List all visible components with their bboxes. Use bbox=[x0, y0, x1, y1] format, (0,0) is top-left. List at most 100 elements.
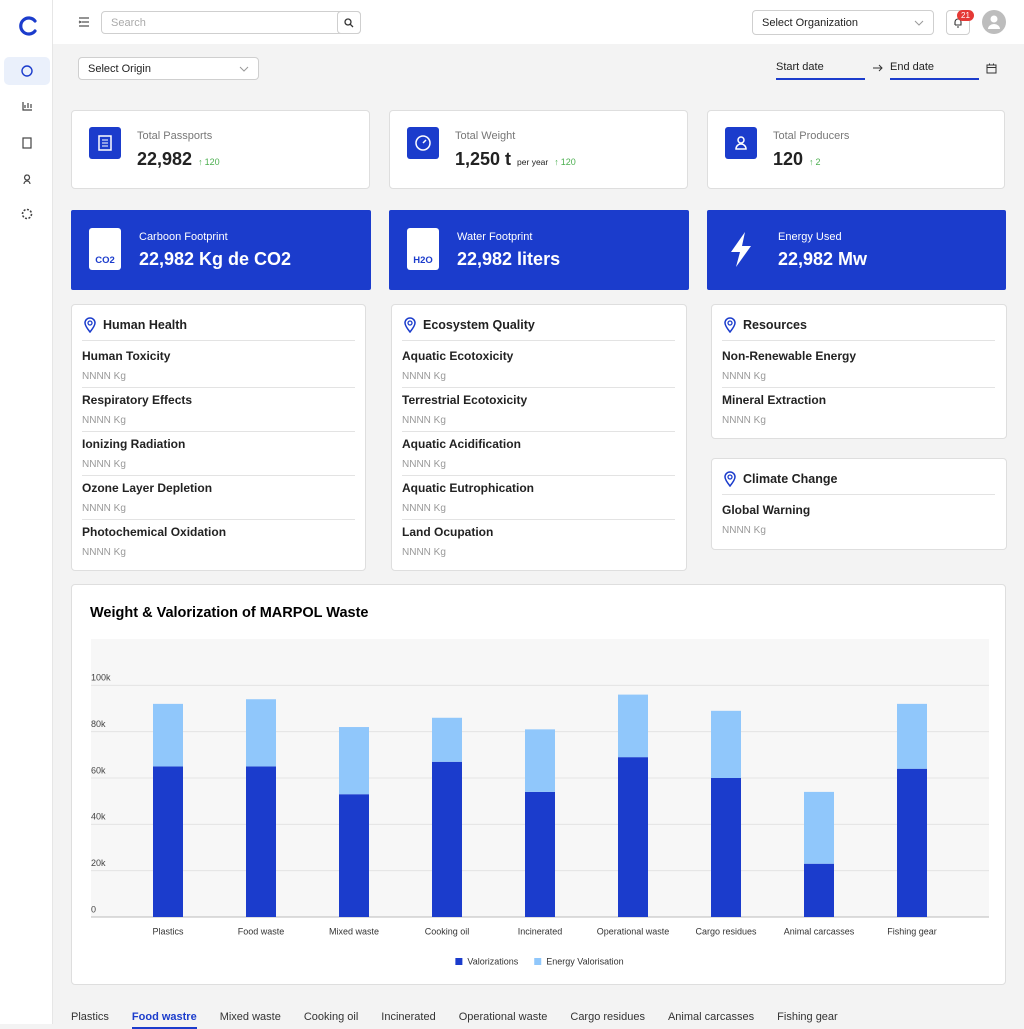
category-tab[interactable]: Cargo residues bbox=[570, 1011, 645, 1023]
footprint-value: 22,982 Mw bbox=[778, 249, 868, 269]
category-tabs: Plastics Food wastre Mixed waste Cooking oi… bbox=[71, 1011, 838, 1029]
impact-value: NNNN Kg bbox=[402, 459, 446, 470]
footprint-value: 22,982 Kg de CO2 bbox=[139, 249, 292, 269]
sidebar bbox=[0, 0, 53, 1024]
calendar-icon[interactable] bbox=[986, 63, 997, 74]
impact-value: NNNN Kg bbox=[82, 459, 126, 470]
panel-title: Climate Change bbox=[743, 472, 838, 486]
legend-swatch bbox=[534, 958, 542, 965]
y-tick-label: 20k bbox=[91, 858, 106, 868]
footprint-label: Carboon Footprint bbox=[139, 231, 228, 243]
impact-value: NNNN Kg bbox=[402, 415, 446, 426]
footprint-label: Energy Used bbox=[778, 231, 842, 243]
impact-panel: Resources Non-Renewable Energy NNNN Kg Mine… bbox=[711, 304, 1007, 439]
stat-change: 120 bbox=[560, 157, 576, 167]
impact-value: NNNN Kg bbox=[722, 371, 766, 382]
nav-reports[interactable] bbox=[22, 102, 32, 111]
end-date[interactable]: End date bbox=[890, 61, 979, 80]
footprint-badge: H2O bbox=[413, 255, 433, 266]
stat-change: 120 bbox=[204, 157, 220, 167]
footprint-card: CO2 Carboon Footprint 22,982 Kg de CO2 bbox=[71, 210, 371, 290]
menu-icon[interactable] bbox=[78, 16, 90, 28]
bar-segment bbox=[711, 778, 741, 917]
pin-icon bbox=[723, 317, 737, 338]
impact-name: Aquatic Acidification bbox=[402, 437, 521, 451]
bar-segment bbox=[153, 703, 183, 767]
footprint-value: 22,982 liters bbox=[457, 249, 561, 269]
x-tick-label: Plastics bbox=[152, 926, 184, 936]
impact-name: Non-Renewable Energy bbox=[722, 349, 857, 363]
bar-segment bbox=[804, 863, 834, 917]
bar-segment bbox=[339, 794, 369, 917]
panel-title: Ecosystem Quality bbox=[423, 318, 535, 332]
stat-value: 1,250 t bbox=[455, 149, 512, 169]
x-tick-label: Food waste bbox=[238, 926, 285, 936]
category-tab[interactable]: Cooking oil bbox=[303, 1011, 359, 1023]
nav-passports[interactable] bbox=[22, 137, 32, 149]
bar-segment bbox=[432, 761, 462, 917]
chart-card: Weight & Valorization of MARPOL Waste 0 2… bbox=[71, 584, 1006, 985]
nav-users[interactable] bbox=[23, 174, 31, 185]
stat-icon bbox=[89, 127, 121, 159]
origin-label: Select Origin bbox=[88, 62, 151, 75]
impact-name: Respiratory Effects bbox=[82, 393, 193, 407]
nav-dashboard-bg[interactable] bbox=[4, 57, 50, 85]
legend: Valorizations Energy Valorisation bbox=[455, 956, 624, 966]
category-tab[interactable]: Animal carcasses bbox=[667, 1011, 755, 1023]
item-divider bbox=[82, 475, 355, 476]
bar-segment bbox=[618, 757, 648, 917]
impact-panel: Climate Change Global Warning NNNN Kg bbox=[711, 458, 1007, 550]
x-tick-label: Incinerated bbox=[518, 926, 563, 936]
stat-row: 22,982 ↑ 120 bbox=[137, 149, 220, 170]
legend-label: Energy Valorisation bbox=[546, 956, 623, 966]
bar-segment bbox=[525, 791, 555, 917]
stat-card: Total Weight 1,250 t per year ↑ 120 bbox=[389, 110, 688, 189]
impact-name: Photochemical Oxidation bbox=[82, 525, 227, 539]
avatar[interactable] bbox=[982, 10, 1006, 34]
stat-value: 120 bbox=[773, 149, 804, 169]
bar-segment bbox=[432, 717, 462, 762]
origin-select[interactable]: Select Origin bbox=[78, 57, 259, 80]
y-tick-label: 0 bbox=[91, 904, 96, 914]
category-tab[interactable]: Incinerated bbox=[381, 1011, 436, 1023]
x-tick-label: Fishing gear bbox=[887, 926, 937, 936]
impact-name: Aquatic Ecotoxicity bbox=[402, 349, 514, 363]
organization-select[interactable]: Select Organization bbox=[752, 10, 934, 35]
impact-panel: Ecosystem Quality Aquatic Ecotoxicity NNNN… bbox=[391, 304, 687, 571]
impact-panel: Human Health Human Toxicity NNNN Kg Respira… bbox=[71, 304, 366, 571]
stat-icon bbox=[725, 127, 757, 159]
item-divider bbox=[82, 387, 355, 388]
top-bar: Search Select Organization 21 bbox=[53, 0, 1024, 44]
category-tab[interactable]: Fishing gear bbox=[777, 1011, 838, 1023]
bar-segment bbox=[525, 729, 555, 792]
pin-icon bbox=[723, 471, 737, 492]
impact-name: Ionizing Radiation bbox=[82, 437, 186, 451]
category-tab[interactable]: Operational waste bbox=[458, 1011, 548, 1023]
stat-label: Total Passports bbox=[137, 130, 213, 142]
bar-segment bbox=[897, 703, 927, 769]
impact-value: NNNN Kg bbox=[82, 415, 126, 426]
x-tick-label: Cooking oil bbox=[425, 926, 470, 936]
nav-dashboard[interactable] bbox=[21, 65, 33, 77]
panel-divider bbox=[82, 340, 355, 341]
category-tab[interactable]: Food wastre bbox=[131, 1011, 197, 1029]
category-tab[interactable]: Plastics bbox=[71, 1011, 109, 1023]
start-date[interactable]: Start date bbox=[776, 61, 865, 80]
stat-unit: per year bbox=[517, 157, 549, 167]
stat-label: Total Weight bbox=[455, 130, 516, 142]
legend-label: Valorizations bbox=[467, 956, 518, 966]
search-button[interactable] bbox=[337, 11, 361, 34]
stat-value: 22,982 bbox=[137, 149, 193, 169]
item-divider bbox=[402, 519, 675, 520]
y-tick-label: 80k bbox=[91, 719, 106, 729]
logo bbox=[19, 16, 37, 36]
stat-arrow: ↑ bbox=[554, 157, 559, 167]
category-tab[interactable]: Mixed waste bbox=[219, 1011, 281, 1023]
nav-settings[interactable] bbox=[21, 208, 33, 220]
search-input[interactable]: Search bbox=[101, 11, 361, 34]
panel-title: Human Health bbox=[103, 318, 188, 332]
pin-icon bbox=[83, 317, 97, 338]
x-tick-label: Animal carcasses bbox=[784, 926, 855, 936]
item-divider bbox=[402, 431, 675, 432]
stat-icon bbox=[407, 127, 439, 159]
